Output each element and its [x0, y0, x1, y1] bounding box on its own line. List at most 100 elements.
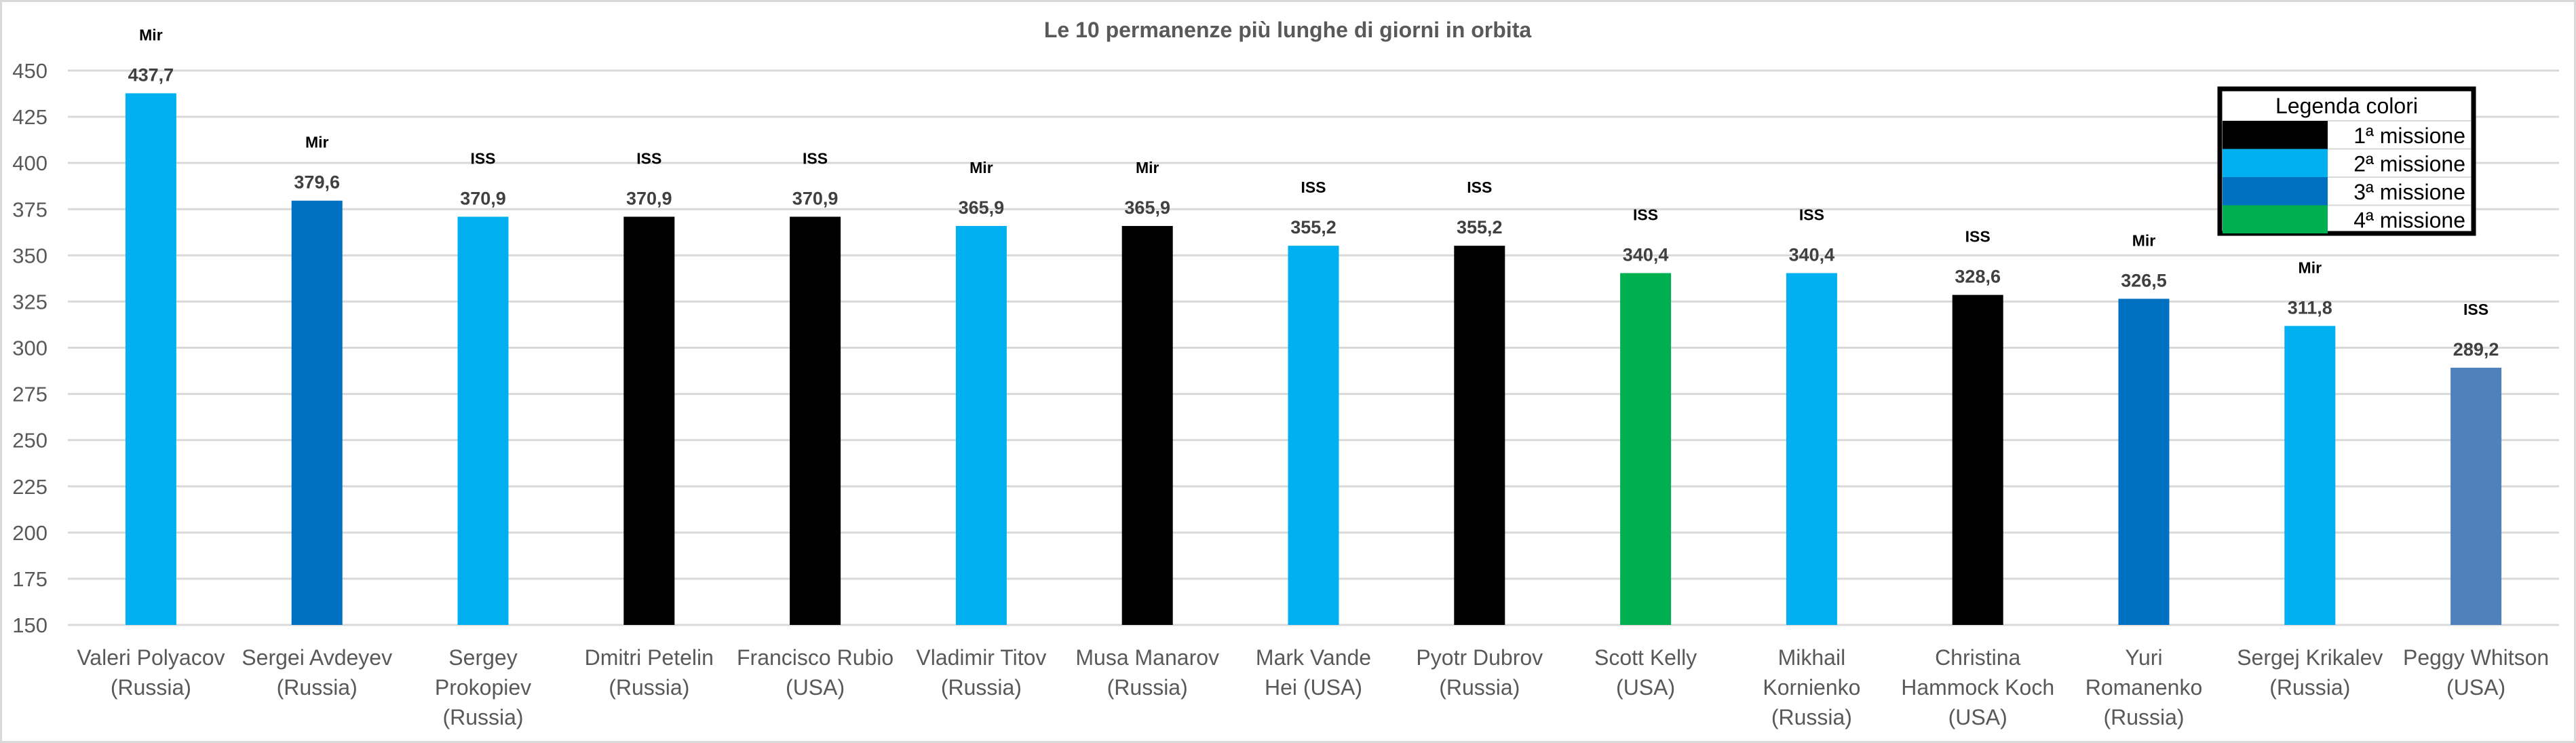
value-label: 370,9 [792, 188, 839, 208]
category-label: Musa Manarov [1075, 645, 1219, 670]
category-label: Sergei Avdeyev [242, 645, 392, 670]
y-axis-ticks: 150 175 200 225 250 275 300 325 350 375 400 425 450 [12, 59, 47, 637]
bar [1288, 246, 1339, 625]
station-label: Mir [969, 159, 993, 176]
legend-entry-label: 3ª missione [2353, 180, 2465, 204]
y-tick-label: 325 [12, 290, 47, 313]
y-tick-label: 300 [12, 337, 47, 360]
category-label: Yuri [2125, 645, 2162, 670]
bar [2284, 326, 2336, 625]
bar [2118, 299, 2170, 625]
y-tick-label: 250 [12, 429, 47, 453]
category-label: Vladimir Titov [916, 645, 1046, 670]
bar [1121, 226, 1173, 625]
station-label: Mir [1136, 159, 1159, 176]
value-label: 289,2 [2453, 339, 2499, 360]
bar [1952, 294, 2003, 625]
value-label: 340,4 [1789, 244, 1835, 265]
station-label: ISS [2463, 301, 2488, 318]
bar [1786, 273, 1837, 626]
bar [291, 200, 343, 625]
y-tick-label: 175 [12, 567, 47, 591]
y-tick-label: 425 [12, 105, 47, 129]
x-axis-labels: Valeri Polyacov (Russia) Sergei Avdeyev (Ru… [77, 645, 2549, 729]
bar [457, 216, 509, 626]
category-label: Christina [1935, 645, 2020, 670]
value-label: 355,2 [1290, 217, 1337, 237]
category-label: Valeri Polyacov [77, 645, 225, 670]
bar [790, 216, 841, 626]
legend-entry-label: 1ª missione [2353, 123, 2465, 148]
station-label: ISS [1799, 206, 1824, 223]
station-label: ISS [470, 149, 495, 167]
y-tick-label: 150 [12, 613, 47, 637]
category-label: Kornienko [1763, 675, 1860, 700]
category-label: Hammock Koch [1901, 675, 2054, 700]
y-tick-label: 200 [12, 521, 47, 545]
station-label: Mir [139, 26, 163, 43]
category-label: (USA) [786, 675, 845, 700]
category-label: (Russia) [1107, 675, 1188, 700]
data-labels: 437,7 Mir 379,6 Mir 370,9 ISS 370,9 ISS 370,9 ISS… [128, 26, 2499, 359]
value-label: 365,9 [959, 197, 1005, 218]
category-label: Mark Vande [1256, 645, 1371, 670]
value-label: 326,5 [2121, 270, 2167, 290]
bar [125, 93, 176, 625]
bar [623, 216, 675, 626]
station-label: ISS [1301, 178, 1326, 196]
value-label: 370,9 [460, 188, 506, 208]
legend: Legenda colori 1ª missione 2ª missione 3ª … [2217, 86, 2476, 236]
value-label: 355,2 [1457, 217, 1503, 237]
category-label: Pyotr Dubrov [1416, 645, 1543, 670]
legend-title: Legenda colori [2275, 94, 2418, 118]
station-label: ISS [1633, 206, 1658, 223]
y-tick-label: 450 [12, 59, 47, 83]
station-label: Mir [2299, 259, 2322, 276]
category-label: (Russia) [1771, 705, 1852, 729]
station-label: ISS [1965, 228, 1991, 246]
legend-swatch [2223, 121, 2328, 149]
category-label: (Russia) [941, 675, 1022, 700]
category-label: Romanenko [2085, 675, 2203, 700]
station-label: ISS [803, 149, 828, 167]
bar [955, 226, 1007, 625]
category-label: Prokopiev [435, 675, 531, 700]
value-label: 437,7 [128, 64, 174, 85]
legend-swatch [2223, 177, 2328, 206]
y-tick-label: 400 [12, 151, 47, 175]
y-tick-label: 350 [12, 244, 47, 267]
y-tick-label: 375 [12, 197, 47, 221]
bar [1454, 246, 1505, 625]
category-label: (USA) [1948, 705, 2007, 729]
category-label: Hei (USA) [1265, 675, 1362, 700]
category-label: (USA) [1616, 675, 1675, 700]
legend-entry-label: 2ª missione [2353, 152, 2465, 176]
legend-swatch [2223, 205, 2328, 233]
value-label: 340,4 [1623, 244, 1669, 265]
value-label: 370,9 [626, 188, 672, 208]
value-label: 365,9 [1124, 197, 1170, 218]
y-tick-label: 225 [12, 475, 47, 499]
chart-title: Le 10 permanenze più lunghe di giorni in… [1044, 18, 1532, 42]
category-label: Sergey [448, 645, 517, 670]
category-label: (Russia) [2103, 705, 2184, 729]
bars [125, 93, 2502, 626]
category-label: Peggy Whitson [2403, 645, 2549, 670]
category-label: (Russia) [111, 675, 191, 700]
category-label: Francisco Rubio [737, 645, 893, 670]
value-label: 311,8 [2288, 297, 2332, 318]
category-label: Dmitri Petelin [585, 645, 714, 670]
category-label: (Russia) [277, 675, 358, 700]
station-label: Mir [2132, 231, 2156, 249]
bar [1620, 273, 1672, 626]
value-label: 328,6 [1955, 267, 2001, 287]
category-label: Mikhail [1778, 645, 1846, 670]
legend-entry-label: 4ª missione [2353, 208, 2465, 233]
station-label: Mir [305, 134, 329, 151]
category-label: (USA) [2446, 675, 2505, 700]
category-label: Scott Kelly [1594, 645, 1697, 670]
value-label: 379,6 [294, 172, 340, 193]
category-label: (Russia) [442, 705, 523, 729]
category-label: Sergej Krikalev [2237, 645, 2383, 670]
